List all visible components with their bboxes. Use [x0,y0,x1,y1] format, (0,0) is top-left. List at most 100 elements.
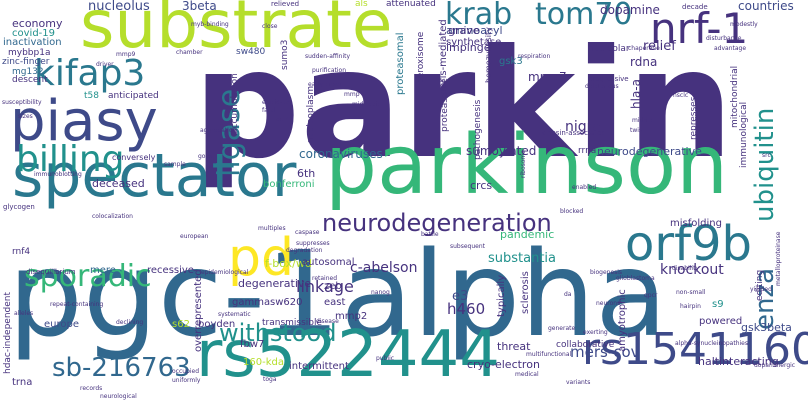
word-sb-216763: sb-216763 [52,353,191,383]
word-nrf-1: nrf-1 [650,4,749,53]
word-pgc-1alpha: pgc-1alpha [8,225,668,363]
word-relief: relief [643,39,676,54]
word-proteasomal: proteasomal [395,32,406,95]
word-s62: s62 [172,319,190,330]
word-early-onset: early-onset [308,81,342,88]
word-3beta: 3beta [182,0,217,13]
word-misfolding: misfolding [670,218,722,229]
word-purification: purification [312,67,346,74]
word-sample: sample [164,161,186,168]
word-mmp7: mmp7 [528,70,567,84]
word-pandemic: pandemic [500,228,555,241]
word-impinge: impinge [446,41,491,54]
word-colocalization: colocalization [92,213,133,220]
word-public: public [376,355,395,362]
word-billing: billing [16,139,125,180]
word-crcs: crcs [470,179,493,192]
word-european: european [180,233,209,240]
word-nsclc: nsclc [673,92,689,99]
word-caspase: caspase [295,229,320,236]
word-inactivation: inactivation [3,37,62,48]
word-spectator: spectator [12,141,297,211]
word-declining: declining [116,319,144,326]
word-halt: halt [698,355,720,368]
word-krab: krab [445,0,513,32]
word-homozygosity: homozygosity [484,27,493,83]
word-nucleolar: nucleolar [588,44,630,54]
word-uniformly: uniformly [172,377,201,384]
word-tom70: tom70 [535,0,633,32]
word-descent: descent [12,75,48,85]
word-overrepresented: overrepresented [193,269,204,352]
word-attenuated: attenuated [386,0,436,9]
word-driver: driver [96,61,114,68]
word-rrna: rrna [578,146,597,156]
word-disequilibrium: disequilibrium [26,268,76,276]
word-variants: variants [566,379,591,386]
word-anticipated: anticipated [108,91,159,101]
word-sw620: sw620 [270,297,303,308]
word-relieved: relieved [271,0,300,8]
word-fbw7: fbw7 [240,339,265,350]
word-multiples: multiples [258,225,286,232]
word-synthetase: synthetase [446,37,502,48]
word-intermittent: intermittent [289,361,349,372]
word-c-abelson: c-abelson [350,260,418,276]
word-zinc-finger: zinc-finger [2,57,50,67]
word-rnf4: rnf4 [12,247,31,257]
word-biogenesis: biogenesis [590,269,623,276]
word-multifunctional: multifunctional [526,351,572,358]
word-zeb: zeb [324,281,342,292]
word-substantia: substantia [488,251,557,266]
word-neurons: neurons [596,300,621,307]
word-dopamine: dopamine [600,3,660,17]
word-respiration: respiration [518,53,551,60]
word-rs1541160: rs1541160 [582,324,808,375]
word-chaperone: chaperone [628,45,660,52]
word-sumoylated: sumoylated [466,144,537,158]
word-epidemiological: epidemiological [201,269,249,276]
word-nucleolus: nucleolus [88,0,150,14]
word-gsk3: gsk3 [499,56,523,67]
word-amyotrophic: amyotrophic [617,289,628,352]
word-modestly: modestly [730,21,758,28]
word-generate: generate [548,325,576,332]
word-economy: economy [12,17,63,30]
word-collaborative: collaborative [556,340,615,350]
word-kinesin-associated: kinesin-associated [541,129,606,137]
word-conversely: conversely [112,153,156,162]
word-immunoblotting: immunoblotting [34,171,82,178]
word-nigra: nigra [565,119,601,135]
word-withstood: withstood [219,319,337,347]
word-midtropic: midtropic [352,101,381,108]
word-retained: retained [312,275,338,282]
word-pd: pd [228,228,295,288]
word-gsk3beta: gsk3beta [741,321,792,334]
word-elucidate: elucidate [262,99,290,106]
word-transmissible: transmissible [262,318,323,328]
word-da: da [564,291,572,298]
word-suppresses: suppresses [296,240,330,247]
word-aggregation: aggregation [200,127,237,134]
word-mybbp1a: mybbp1a [8,48,51,58]
word-goas: goas [198,153,213,160]
word-peroxisome: peroxisome [416,31,426,84]
word-aminoacyl: aminoacyl [446,24,503,37]
word-sudden-affinity: sudden-affinity [305,53,351,60]
word-orf9b: orf9b [625,216,753,272]
word-yielded: yielded [750,286,772,293]
word-hdac-independent: hdac-independent [3,291,13,374]
word-battle: battle [421,231,439,238]
word-metalloproteinase: metalloproteinase [775,231,782,286]
word-glycogen: glycogen [3,203,35,211]
word-mmp: mmp [344,91,360,98]
word-rdna: rdna [630,55,658,69]
word-close: close [262,23,278,30]
word-sizes: sizes [18,113,33,120]
word-cryo-electron: cryo-electron [467,358,540,371]
word-als: als [355,0,368,9]
word-records: records [80,385,103,392]
word-subsequent: subsequent [450,243,486,250]
word-hla-a: hla-a [629,79,643,109]
